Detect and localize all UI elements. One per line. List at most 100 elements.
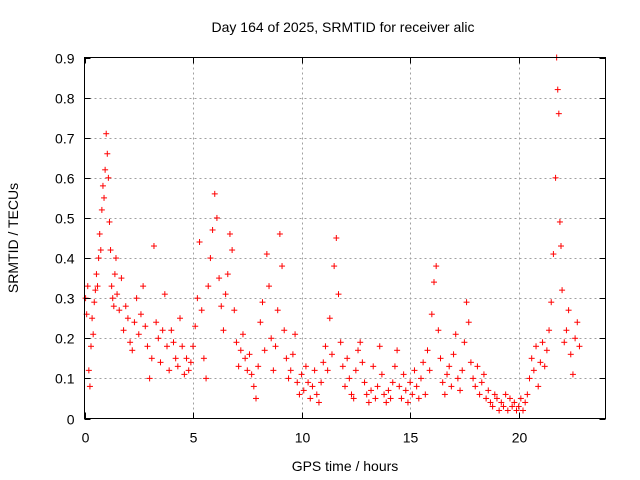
y-tick-label: 0.8 <box>55 91 75 107</box>
data-point <box>96 230 103 237</box>
x-tick-label: 20 <box>512 430 528 446</box>
data-point <box>554 86 561 93</box>
data-point <box>140 283 147 290</box>
data-point <box>491 391 498 398</box>
data-point <box>127 339 134 346</box>
data-point <box>483 395 490 402</box>
data-point <box>415 395 422 402</box>
data-point <box>146 375 153 382</box>
data-point <box>101 194 108 201</box>
data-point <box>506 395 513 402</box>
data-point <box>385 387 392 394</box>
gridlines <box>84 57 606 419</box>
data-point <box>231 307 238 314</box>
data-point <box>294 379 301 386</box>
data-point <box>168 327 175 334</box>
data-point <box>246 351 253 358</box>
data-point <box>404 399 411 406</box>
data-point <box>474 363 481 370</box>
data-point <box>98 206 105 213</box>
data-point <box>448 383 455 390</box>
data-point <box>387 395 394 402</box>
x-tick-label: 0 <box>82 430 90 446</box>
data-point <box>576 343 583 350</box>
data-point <box>187 359 194 366</box>
data-point <box>172 355 179 362</box>
data-point <box>498 399 505 406</box>
data-point <box>108 283 115 290</box>
data-point <box>283 355 290 362</box>
data-point <box>555 110 562 117</box>
data-point <box>181 371 188 378</box>
data-point <box>463 299 470 306</box>
data-point <box>572 335 579 342</box>
data-point <box>331 263 338 270</box>
data-point <box>339 363 346 370</box>
data-point <box>211 190 218 197</box>
data-point <box>137 311 144 318</box>
data-point <box>543 347 550 354</box>
data-point <box>268 335 275 342</box>
data-point <box>122 303 129 310</box>
data-point <box>135 331 142 338</box>
data-point <box>216 275 223 282</box>
y-tick-label: 0.5 <box>55 211 75 227</box>
data-point <box>315 399 322 406</box>
data-point <box>368 387 375 394</box>
y-axis-label: SRMTID / TECUs <box>5 183 21 293</box>
data-point <box>235 363 242 370</box>
axes <box>84 57 606 420</box>
data-point <box>487 399 494 406</box>
data-point <box>88 343 95 350</box>
data-point <box>185 367 192 374</box>
data-point <box>148 355 155 362</box>
data-point <box>159 327 166 334</box>
data-point <box>281 327 288 334</box>
y-tick-label: 0 <box>67 412 75 428</box>
data-point <box>411 367 418 374</box>
data-point <box>129 347 136 354</box>
data-point <box>92 287 99 294</box>
data-point <box>86 383 93 390</box>
data-point <box>309 383 316 390</box>
data-point <box>298 371 305 378</box>
data-point <box>105 174 112 181</box>
data-point <box>114 291 121 298</box>
data-point <box>376 343 383 350</box>
data-point <box>311 367 318 374</box>
data-point <box>153 319 160 326</box>
data-point <box>144 343 151 350</box>
data-point <box>99 182 106 189</box>
data-point <box>270 367 277 374</box>
data-point <box>305 379 312 386</box>
data-point <box>133 295 140 302</box>
data-point <box>296 391 303 398</box>
data-point <box>357 339 364 346</box>
data-point <box>200 355 207 362</box>
y-tick-label: 0.3 <box>55 291 75 307</box>
data-point <box>307 395 314 402</box>
data-point <box>170 339 177 346</box>
data-point <box>372 395 379 402</box>
data-point <box>574 319 581 326</box>
x-axis-label: GPS time / hours <box>292 458 399 474</box>
data-point <box>431 279 438 286</box>
data-point <box>104 150 111 157</box>
data-point <box>183 355 190 362</box>
data-point <box>142 323 149 330</box>
data-point <box>222 291 229 298</box>
data-point <box>517 395 524 402</box>
data-point <box>515 403 522 410</box>
data-point <box>348 391 355 398</box>
data-point <box>120 327 127 334</box>
data-point <box>394 347 401 354</box>
data-point <box>470 375 477 382</box>
data-point <box>389 379 396 386</box>
data-point <box>535 383 542 390</box>
data-point <box>94 283 101 290</box>
data-point <box>257 319 264 326</box>
x-tick-label: 15 <box>403 430 419 446</box>
data-point <box>400 371 407 378</box>
data-point <box>513 407 520 414</box>
data-point <box>112 255 119 262</box>
